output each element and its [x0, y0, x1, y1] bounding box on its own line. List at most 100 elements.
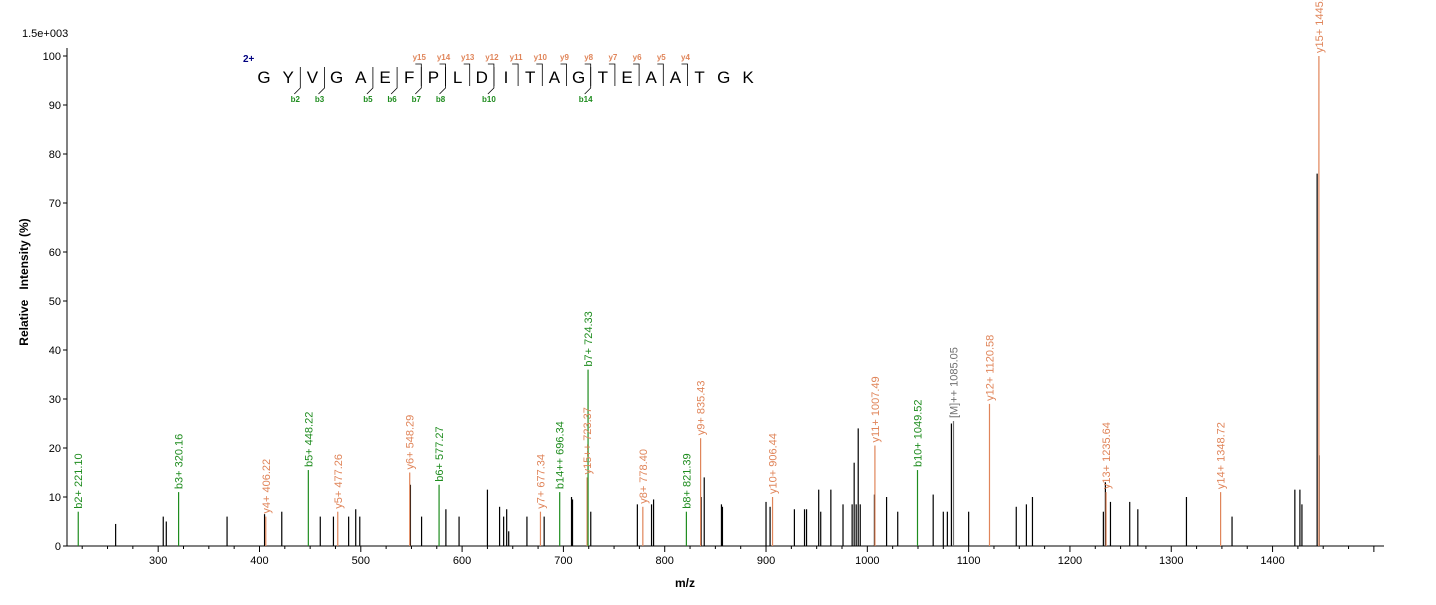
peptide-sequence-diagram: 2+ G Y V G A E F P L D I T A G T E A A T G Kb2 b3 b5 b6 b7 b8 b10 b… — [243, 53, 754, 104]
peak-label: b5+ 448.22 — [303, 412, 315, 467]
sequence-residue: G — [330, 68, 343, 87]
peak-label: y12+ 1120.58 — [984, 335, 996, 401]
b-ion-bracket — [390, 67, 398, 95]
peak-label: y15+ 1445.75 — [1314, 0, 1326, 53]
y-tick-label: 0 — [55, 541, 61, 553]
y-ion-bracket — [536, 63, 543, 86]
b-ion-label: b2 — [291, 95, 301, 104]
y-ion-label: y13 — [461, 53, 475, 62]
sequence-residue: G — [257, 68, 270, 87]
y-ion-label: y9 — [560, 53, 569, 62]
y-ion-bracket — [487, 63, 495, 86]
x-tick-label: 400 — [250, 555, 268, 567]
x-axis-title: m/z — [675, 576, 695, 590]
peak-label: b3+ 320.16 — [174, 434, 186, 489]
sequence-residue: V — [307, 68, 319, 87]
peak-label: y14+ 1348.72 — [1216, 422, 1228, 489]
annotated-peaks — [77, 56, 1320, 546]
y-ion-bracket — [657, 63, 664, 86]
unannotated-peaks — [115, 173, 1320, 546]
intensity-scale-label: 1.5e+003 — [22, 28, 68, 40]
y-ion-bracket — [415, 63, 422, 86]
sequence-residue: G — [717, 68, 730, 87]
charge-state-label: 2+ — [243, 54, 255, 65]
sequence-residue: E — [621, 68, 632, 87]
y-axis-title: Relative Intensity (%) — [17, 218, 31, 345]
peak-label: b14++ 696.34 — [555, 421, 567, 489]
peak-label: b2+ 221.10 — [73, 453, 85, 508]
sequence-residue: L — [453, 68, 462, 87]
y-ion-label: y15 — [413, 53, 427, 62]
y-tick-label: 70 — [49, 198, 61, 210]
x-tick-label: 500 — [352, 555, 370, 567]
y-tick-label: 50 — [49, 296, 61, 308]
y-ion-label: y11 — [510, 53, 523, 62]
sequence-residue: T — [694, 68, 704, 87]
y-ion-bracket — [584, 63, 592, 86]
sequence-residue: T — [525, 68, 535, 87]
b-ion-label: b14 — [579, 95, 593, 104]
y-ion-bracket — [681, 63, 688, 86]
x-tick-label: 800 — [656, 555, 674, 567]
b-ion-label: b6 — [387, 95, 397, 104]
y-ion-bracket — [512, 63, 519, 86]
y-tick-label: 90 — [49, 100, 61, 112]
y-ion-label: y6 — [633, 53, 642, 62]
x-tick-label: 1300 — [1159, 555, 1183, 567]
peak-label: b6+ 577.27 — [434, 426, 446, 481]
b-ion-bracket — [294, 67, 301, 95]
y-tick-label: 10 — [49, 492, 61, 504]
b-ion-label: b3 — [315, 95, 325, 104]
b-ion-label: b5 — [363, 95, 373, 104]
sequence-residue: A — [355, 68, 367, 87]
sequence-residue: I — [504, 68, 509, 87]
sequence-residue: P — [428, 68, 439, 87]
b-ion-bracket — [439, 67, 446, 95]
y-tick-label: 60 — [49, 247, 61, 259]
b-ion-label: b8 — [436, 95, 446, 104]
y-ion-label: y4 — [681, 53, 690, 62]
y-ion-bracket — [463, 63, 471, 86]
b-ion-bracket — [415, 67, 422, 95]
peak-label: y11+ 1007.49 — [870, 376, 882, 442]
peak-label: y9+ 835.43 — [696, 380, 708, 435]
y-tick-label: 40 — [49, 345, 61, 357]
x-tick-label: 700 — [554, 555, 572, 567]
peak-label: [M]++ 1085.05 — [948, 347, 960, 418]
y-tick-label: 80 — [49, 149, 61, 161]
axes: 0 10 20 30 40 50 60 70 80 90 100 300 400 500 600 700 800… — [43, 48, 1384, 567]
x-tick-label: 1000 — [855, 555, 879, 567]
y-ion-label: y7 — [608, 53, 617, 62]
peak-label: y6+ 548.29 — [405, 415, 417, 470]
y-ion-label: y12 — [485, 53, 499, 62]
sequence-residue: D — [476, 68, 488, 87]
y-tick-label: 20 — [49, 443, 61, 455]
sequence-residue: E — [379, 68, 390, 87]
sequence-residue: A — [670, 68, 682, 87]
peak-label: y10+ 906.44 — [768, 433, 780, 494]
x-tick-label: 600 — [453, 555, 471, 567]
peak-label: y7+ 677.34 — [535, 454, 547, 509]
sequence-residue: G — [572, 68, 585, 87]
b-ion-bracket — [487, 67, 495, 95]
x-tick-label: 1100 — [957, 555, 981, 567]
y-tick-label: 100 — [43, 51, 61, 63]
peak-label: b8+ 821.39 — [681, 453, 693, 508]
y-ion-bracket — [560, 63, 567, 86]
x-tick-label: 300 — [149, 555, 167, 567]
b-ion-label: b10 — [482, 95, 496, 104]
sequence-residue: A — [646, 68, 658, 87]
sequence-residue: K — [742, 68, 754, 87]
y-ion-label: y10 — [534, 53, 548, 62]
peak-labels: b2+ 221.10 b3+ 320.16 y4+ 406.22 b5+ 448.22… — [73, 0, 1326, 514]
b-ion-bracket — [366, 67, 374, 95]
y-tick-label: 30 — [49, 394, 61, 406]
sequence-residue: T — [598, 68, 608, 87]
y-ion-bracket — [633, 63, 640, 86]
sequence-residue: Y — [283, 68, 294, 87]
peak-label: b7+ 724.33 — [583, 311, 595, 366]
peak-label: y4+ 406.22 — [261, 459, 273, 514]
y-ion-bracket — [608, 63, 616, 86]
y-ion-label: y8 — [584, 53, 593, 62]
